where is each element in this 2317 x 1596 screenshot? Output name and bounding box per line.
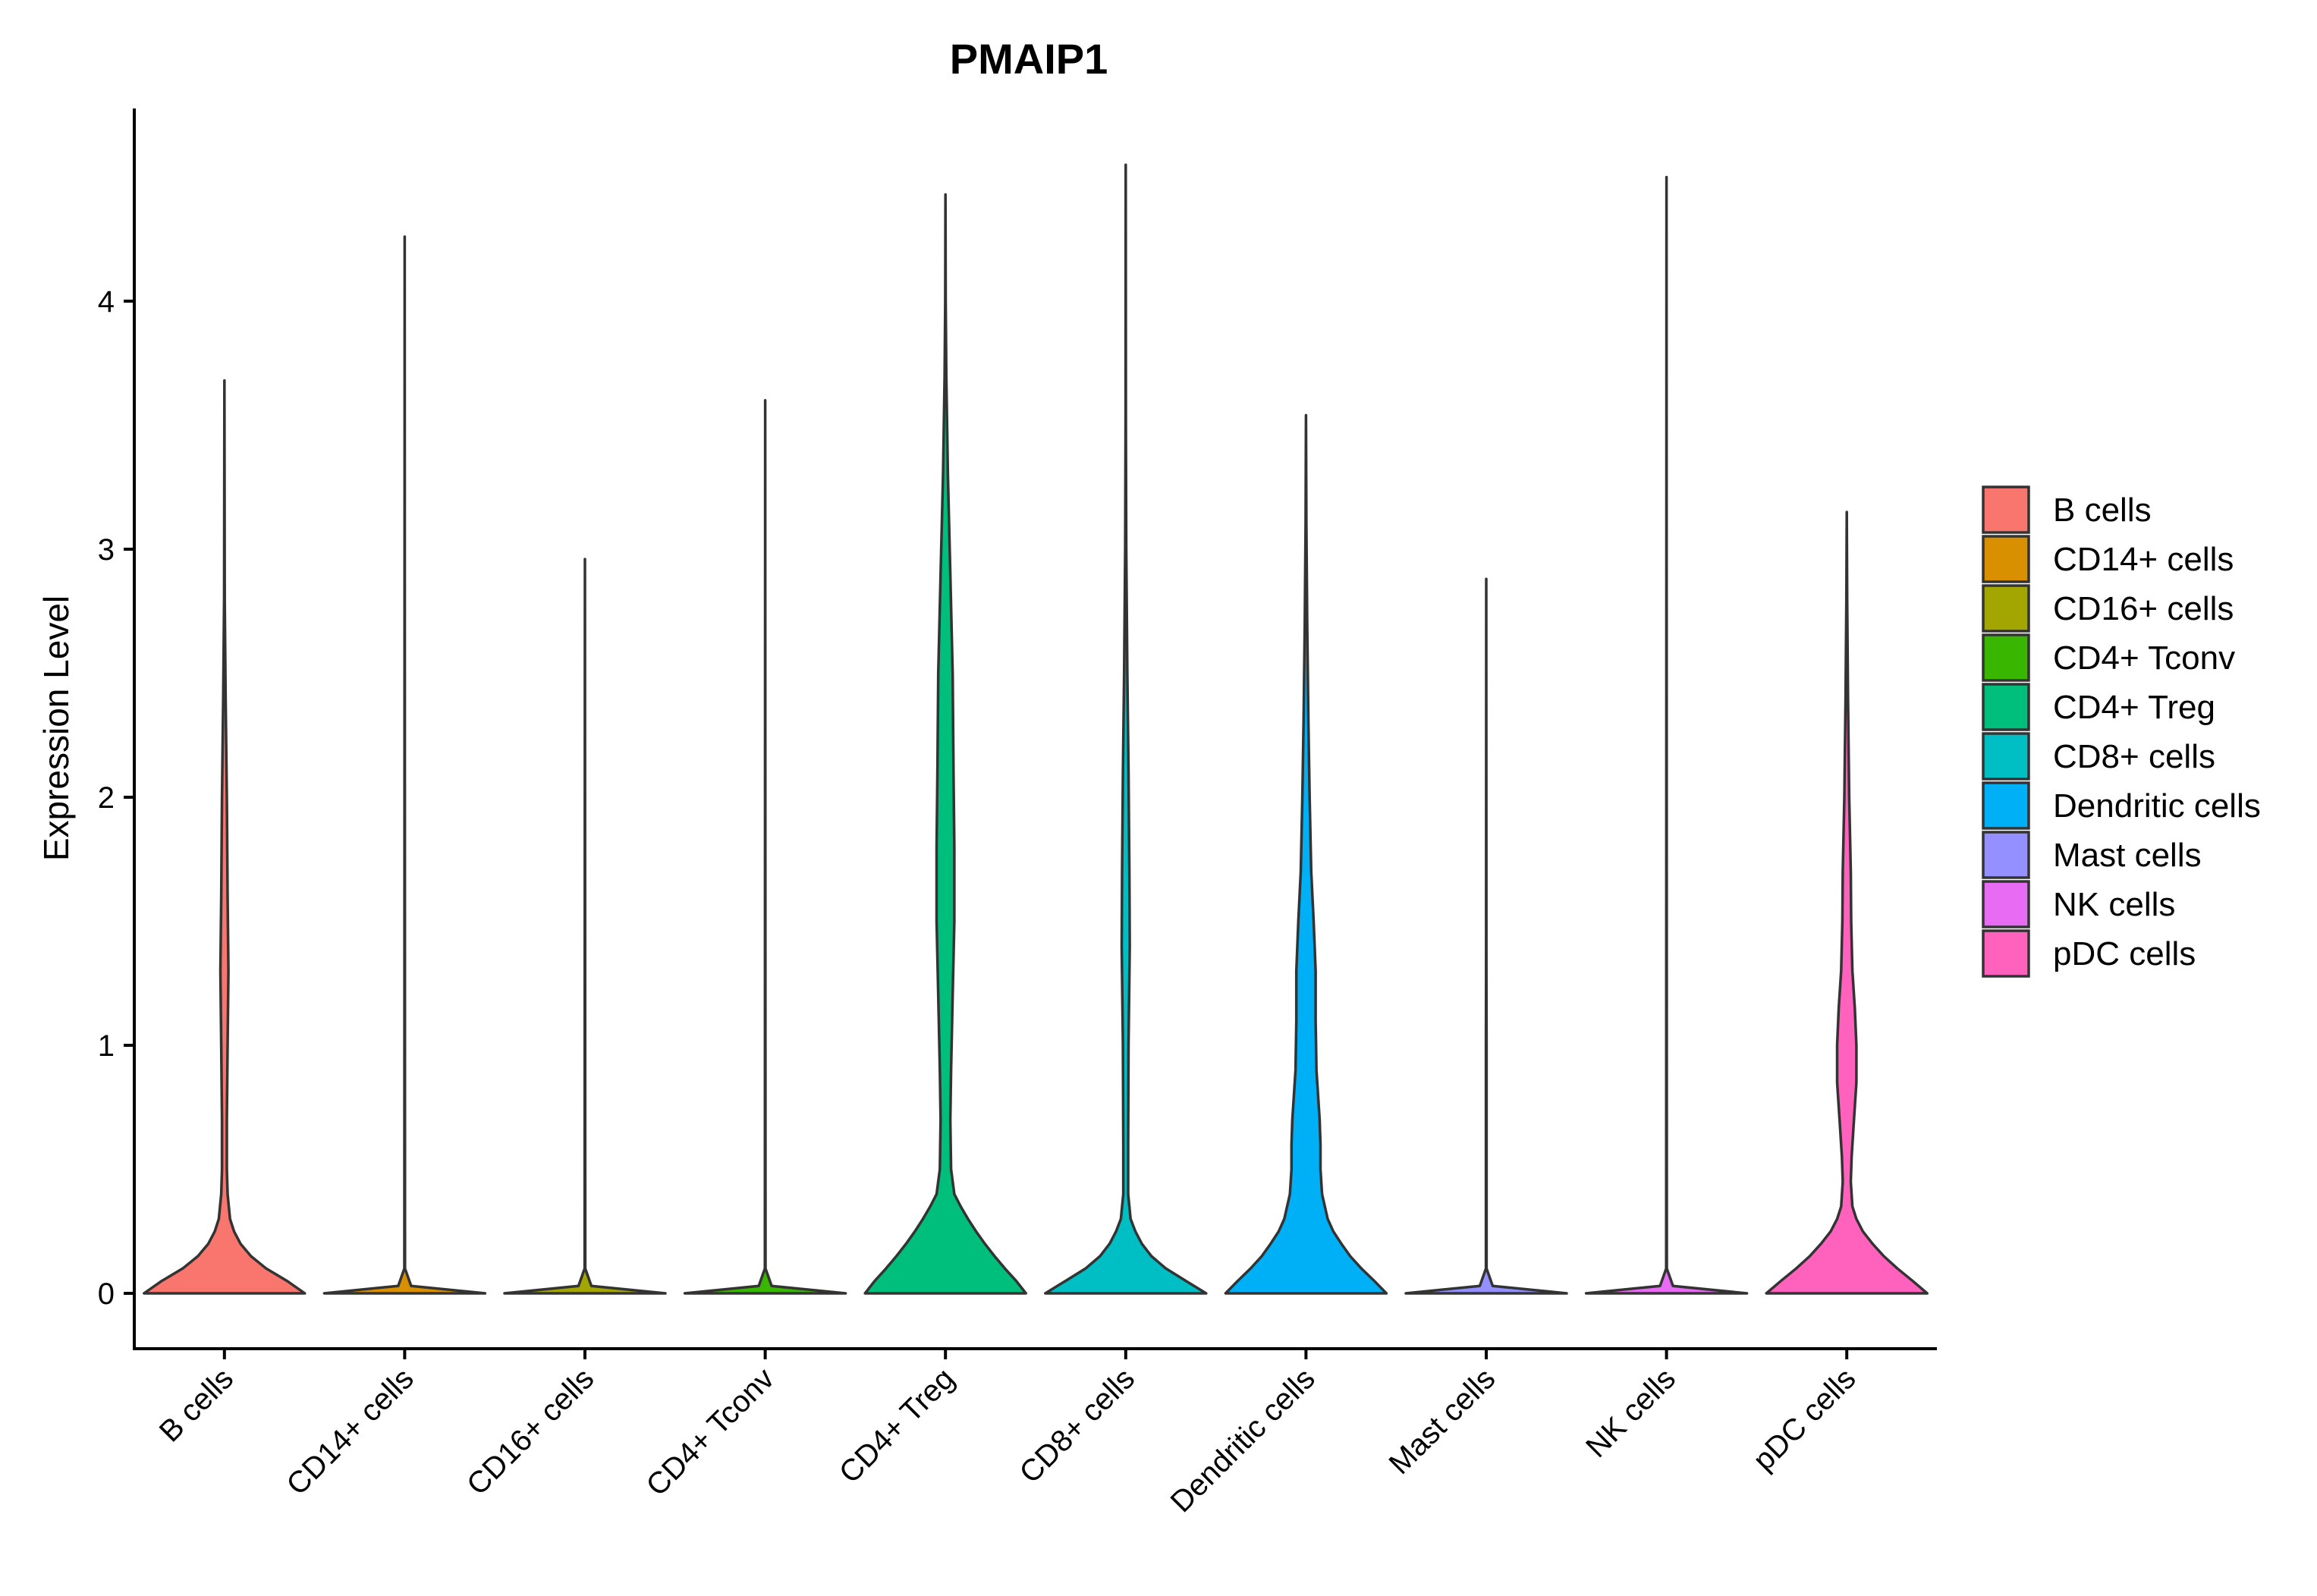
legend-label: Mast cells bbox=[2053, 837, 2202, 874]
y-tick-label: 3 bbox=[98, 533, 115, 567]
x-tick-label: Mast cells bbox=[1383, 1362, 1502, 1481]
legend-key bbox=[1982, 584, 2030, 633]
legend-key bbox=[1982, 485, 2030, 534]
y-tick-label: 4 bbox=[98, 285, 115, 319]
violin-cd16plus-cells bbox=[503, 558, 667, 1295]
legend-key bbox=[1982, 781, 2030, 830]
x-tick-label: B cells bbox=[153, 1362, 240, 1448]
chart-title: PMAIP1 bbox=[950, 35, 1108, 83]
violin-pdc-cells bbox=[1765, 511, 1929, 1295]
y-tick-label: 1 bbox=[98, 1029, 115, 1063]
x-tick-label: CD4+ Treg bbox=[833, 1362, 961, 1490]
legend-label: CD16+ cells bbox=[2053, 590, 2234, 627]
plot-area: 0 1 2 3 4 B cells CD14+ cells CD16+ cells CD4+ T… bbox=[98, 108, 1937, 1519]
legend-label: CD14+ cells bbox=[2053, 541, 2234, 578]
x-tick-label: CD8+ cells bbox=[1014, 1362, 1142, 1490]
violin-cd4plus-treg bbox=[863, 193, 1027, 1295]
x-tick-label: CD14+ cells bbox=[280, 1362, 420, 1501]
y-tick-label: 0 bbox=[98, 1277, 115, 1311]
violin-cd4plus-tconv bbox=[683, 399, 847, 1295]
violin-cd14plus-cells bbox=[322, 235, 487, 1295]
legend-key bbox=[1982, 880, 2030, 928]
legend: B cells CD14+ cells CD16+ cells CD4+ Tconv C… bbox=[1982, 485, 2261, 978]
x-tick-label: CD4+ Tconv bbox=[640, 1362, 781, 1502]
x-tick-label: Dendritic cells bbox=[1165, 1362, 1322, 1519]
x-tick-label: CD16+ cells bbox=[461, 1362, 600, 1501]
violin-mast-cells bbox=[1404, 577, 1568, 1295]
legend-label: pDC cells bbox=[2053, 935, 2196, 972]
legend-label: CD4+ Tconv bbox=[2053, 639, 2235, 677]
legend-key bbox=[1982, 683, 2030, 731]
legend-label: CD4+ Treg bbox=[2053, 689, 2215, 726]
legend-key bbox=[1982, 831, 2030, 879]
violin-b-cells bbox=[143, 379, 307, 1295]
y-axis-title: Expression Level bbox=[36, 595, 76, 861]
legend-key bbox=[1982, 929, 2030, 978]
legend-label: NK cells bbox=[2053, 886, 2175, 923]
violin-nk-cells bbox=[1584, 175, 1749, 1295]
legend-key bbox=[1982, 633, 2030, 682]
legend-label: Dendritic cells bbox=[2053, 787, 2261, 825]
y-tick-label: 2 bbox=[98, 781, 115, 815]
legend-label: B cells bbox=[2053, 492, 2152, 529]
violin-dendritic-cells bbox=[1224, 413, 1388, 1295]
legend-label: CD8+ cells bbox=[2053, 738, 2215, 775]
x-tick-label: NK cells bbox=[1580, 1362, 1682, 1464]
violin-cd8plus-cells bbox=[1044, 163, 1208, 1295]
legend-key bbox=[1982, 535, 2030, 583]
x-tick-label: pDC cells bbox=[1746, 1362, 1862, 1477]
legend-key bbox=[1982, 732, 2030, 781]
